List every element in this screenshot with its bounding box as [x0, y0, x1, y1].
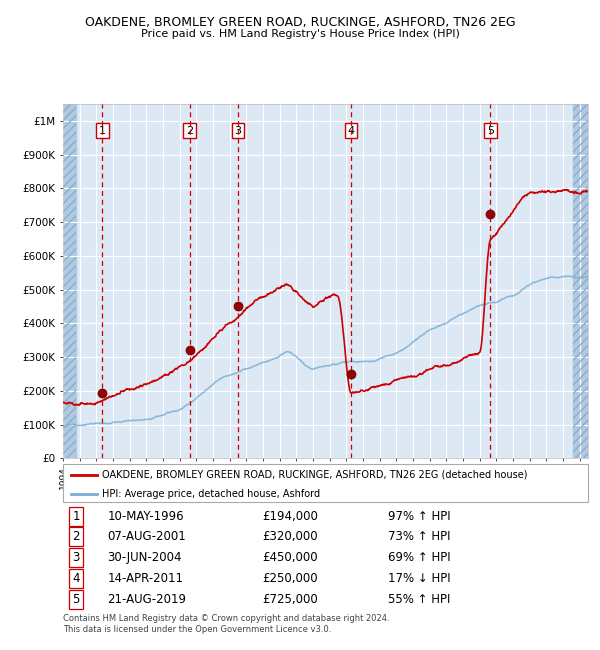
Text: £320,000: £320,000: [263, 530, 318, 543]
Text: 97% ↑ HPI: 97% ↑ HPI: [389, 510, 451, 523]
Bar: [573, 104, 588, 458]
Text: 69% ↑ HPI: 69% ↑ HPI: [389, 551, 451, 564]
Text: 21-AUG-2019: 21-AUG-2019: [107, 593, 187, 606]
Text: Price paid vs. HM Land Registry's House Price Index (HPI): Price paid vs. HM Land Registry's House …: [140, 29, 460, 39]
Text: 5: 5: [73, 593, 80, 606]
Text: Contains HM Land Registry data © Crown copyright and database right 2024.: Contains HM Land Registry data © Crown c…: [63, 614, 389, 623]
Text: 2: 2: [186, 125, 193, 136]
Text: £725,000: £725,000: [263, 593, 318, 606]
Text: 4: 4: [73, 572, 80, 585]
Text: This data is licensed under the Open Government Licence v3.0.: This data is licensed under the Open Gov…: [63, 625, 331, 634]
Bar: [573, 104, 588, 458]
Text: 3: 3: [235, 125, 241, 136]
FancyBboxPatch shape: [63, 464, 588, 502]
Text: OAKDENE, BROMLEY GREEN ROAD, RUCKINGE, ASHFORD, TN26 2EG (detached house): OAKDENE, BROMLEY GREEN ROAD, RUCKINGE, A…: [103, 470, 528, 480]
Text: 17% ↓ HPI: 17% ↓ HPI: [389, 572, 451, 585]
Text: £194,000: £194,000: [263, 510, 319, 523]
Bar: [63, 104, 76, 458]
Text: £450,000: £450,000: [263, 551, 318, 564]
Text: 5: 5: [487, 125, 494, 136]
Text: 4: 4: [347, 125, 355, 136]
Text: 55% ↑ HPI: 55% ↑ HPI: [389, 593, 451, 606]
Text: 2: 2: [73, 530, 80, 543]
Text: 1: 1: [73, 510, 80, 523]
Text: HPI: Average price, detached house, Ashford: HPI: Average price, detached house, Ashf…: [103, 489, 320, 499]
Text: 07-AUG-2001: 07-AUG-2001: [107, 530, 187, 543]
Text: 3: 3: [73, 551, 80, 564]
Text: 73% ↑ HPI: 73% ↑ HPI: [389, 530, 451, 543]
Text: 14-APR-2011: 14-APR-2011: [107, 572, 184, 585]
Text: 1: 1: [99, 125, 106, 136]
Text: OAKDENE, BROMLEY GREEN ROAD, RUCKINGE, ASHFORD, TN26 2EG: OAKDENE, BROMLEY GREEN ROAD, RUCKINGE, A…: [85, 16, 515, 29]
Text: £250,000: £250,000: [263, 572, 318, 585]
Text: 30-JUN-2004: 30-JUN-2004: [107, 551, 182, 564]
Bar: [63, 104, 76, 458]
Text: 10-MAY-1996: 10-MAY-1996: [107, 510, 184, 523]
